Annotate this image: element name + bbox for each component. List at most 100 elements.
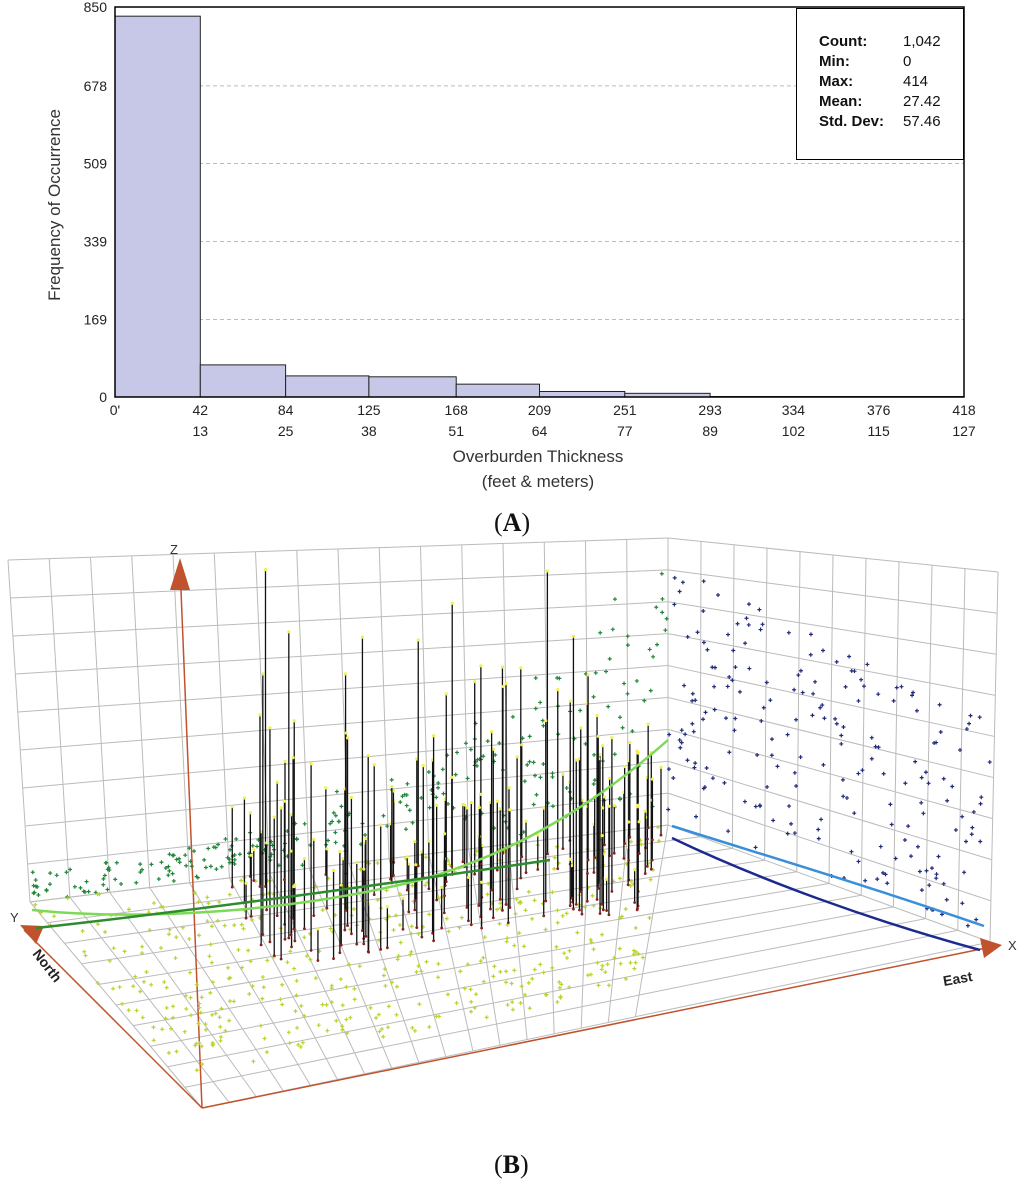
scatter-point-right-wall <box>725 684 730 689</box>
scatter-point-floor <box>340 1027 345 1032</box>
scatter-point-floor <box>147 928 152 933</box>
scatter-point-floor <box>298 1044 303 1049</box>
histogram-y-ticks: 0 169 339 509 678 850 <box>84 0 108 405</box>
scatter-point-floor <box>628 960 633 965</box>
scatter-point-right-wall <box>775 764 780 769</box>
scatter-point-floor <box>328 926 333 931</box>
scatter-point-left-wall <box>114 860 119 865</box>
scatter-point-floor <box>285 960 290 965</box>
scatter-point-right-wall <box>733 665 738 670</box>
scatter-point-right-wall <box>816 827 821 832</box>
scatter-point-floor <box>391 927 396 932</box>
well-top-point <box>344 731 348 735</box>
grid-line <box>64 847 733 944</box>
scatter-point-right-wall <box>712 707 717 712</box>
scatter-point-floor <box>188 1013 193 1018</box>
scatter-point-left-wall <box>598 630 603 635</box>
scatter-point-left-wall <box>400 794 405 799</box>
scatter-point-floor <box>512 968 517 973</box>
scatter-point-right-wall <box>913 759 918 764</box>
scatter-point-floor <box>344 984 349 989</box>
grid-line <box>115 883 830 1006</box>
scatter-point-right-wall <box>787 804 792 809</box>
scatter-point-floor <box>302 1013 307 1018</box>
well-base-point <box>490 888 494 892</box>
well-top-point <box>324 786 328 790</box>
scatter-point-floor <box>485 892 490 897</box>
scatter-point-left-wall <box>333 840 338 845</box>
well-top-point <box>628 740 632 745</box>
scatter-point-floor <box>82 949 87 954</box>
scatter-point-floor <box>168 1026 173 1031</box>
well-top-point <box>602 795 607 799</box>
scatter-point-floor <box>368 1005 373 1010</box>
well-base-point <box>480 926 484 930</box>
scatter-point-left-wall <box>455 750 460 755</box>
scatter-point-left-wall <box>578 708 583 713</box>
scatter-point-floor <box>188 995 193 1000</box>
scatter-point-right-wall <box>761 705 766 710</box>
scatter-point-right-wall <box>693 698 698 703</box>
scatter-point-left-wall <box>522 779 527 784</box>
scatter-point-right-wall <box>733 716 738 721</box>
scatter-point-right-wall <box>921 811 926 816</box>
scatter-point-left-wall <box>663 628 668 633</box>
scatter-point-right-wall <box>894 685 899 690</box>
scatter-point-left-wall <box>440 767 445 772</box>
scatter-point-floor <box>527 1006 532 1011</box>
scatter-point-floor <box>394 1012 399 1017</box>
well-top-point <box>242 796 247 800</box>
well-base-point <box>504 903 508 906</box>
scatter-point-right-wall <box>813 679 818 684</box>
scatter-point-floor <box>437 1014 442 1019</box>
well-top-point <box>491 747 495 751</box>
y-tick-label: 0 <box>99 389 107 405</box>
scatter-point-floor <box>482 935 487 940</box>
well-base-point <box>636 907 639 910</box>
scatter-point-right-wall <box>945 798 950 803</box>
well-base-point <box>659 833 663 837</box>
well-base-point <box>592 871 596 874</box>
well-top-point <box>542 806 546 810</box>
x-tick-label-feet: 84 <box>278 402 294 418</box>
scatter-point-right-wall <box>938 730 943 735</box>
scatter-point-left-wall <box>363 832 368 837</box>
scatter-point-floor <box>151 1025 156 1030</box>
scatter-point-left-wall <box>36 893 41 898</box>
well-base-point <box>416 864 420 868</box>
scatter-point-right-wall <box>737 689 742 694</box>
scatter-point-left-wall <box>326 838 331 843</box>
x-tick-label-meters: 102 <box>782 423 806 439</box>
well-top-point <box>248 811 252 815</box>
scatter-point-right-wall <box>798 668 803 673</box>
scatter-point-right-wall <box>685 634 690 639</box>
well-base-point <box>413 908 417 912</box>
scatter-point-left-wall <box>174 857 179 862</box>
scatter-point-floor <box>352 986 357 991</box>
well-base-point <box>473 872 477 876</box>
scatter-point-left-wall <box>398 800 403 805</box>
well-base-point <box>230 885 234 889</box>
well-top-point <box>258 713 262 717</box>
well-top-point <box>440 885 444 889</box>
well-top-point <box>498 807 502 811</box>
panel-a-label: (A) <box>494 508 530 538</box>
grid-line <box>133 894 862 1027</box>
scatter-point-left-wall <box>521 829 526 834</box>
well-base-point <box>519 876 523 880</box>
scatter-point-floor <box>656 839 661 844</box>
scatter-point-floor <box>197 1041 202 1046</box>
scatter-point-right-wall <box>758 627 763 632</box>
x-tick-label-meters: 64 <box>532 423 548 439</box>
scatter-point-floor <box>304 954 309 959</box>
well-base-point <box>343 928 347 932</box>
scatter-point-left-wall <box>214 867 219 872</box>
well-top-point <box>643 809 647 813</box>
scatter-point-floor <box>375 897 380 902</box>
scatter-point-floor <box>512 943 517 948</box>
x-tick-label-feet: 209 <box>528 402 552 418</box>
scatter-point-left-wall <box>84 879 89 884</box>
grid-line <box>764 548 768 861</box>
well-base-point <box>292 927 296 931</box>
scatter-point-right-wall <box>710 665 715 670</box>
